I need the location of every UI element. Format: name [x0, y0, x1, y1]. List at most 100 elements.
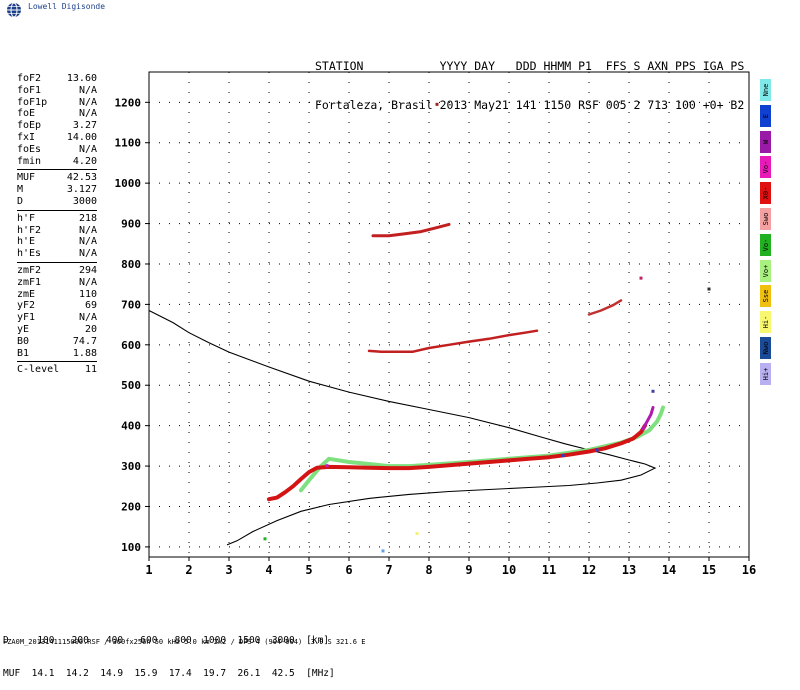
legend-label: Nne	[761, 83, 770, 97]
legend-label: Vo+	[761, 264, 770, 277]
param-value: N/A	[78, 108, 97, 120]
param-value: N/A	[78, 312, 97, 324]
legend-label: Hi-	[761, 315, 770, 329]
station-header: STATION YYYY DAY DDD HHMM P1 FFS S AXN P…	[315, 34, 744, 125]
plot-frame	[148, 71, 750, 558]
param-label: yE	[17, 323, 30, 335]
param-label: h'Es	[17, 248, 42, 260]
legend-swatch: W	[760, 130, 771, 153]
param-label: foEp	[17, 120, 42, 132]
y-tick-label: 600	[121, 339, 141, 352]
param-value: N/A	[78, 276, 97, 288]
legend-swatch: Vo+	[760, 259, 771, 282]
param-label: foE	[17, 108, 36, 120]
y-tick-label: 1000	[115, 177, 142, 190]
y-tick-label: 1200	[115, 96, 142, 109]
param-label: h'F	[17, 212, 36, 224]
echo-point	[435, 102, 439, 106]
param-value: N/A	[78, 96, 97, 108]
legend-swatch: Nne	[760, 79, 771, 101]
param-row: yE 20	[17, 324, 97, 336]
param-value: 14.00	[66, 131, 97, 143]
param-row: zmE 110	[17, 289, 97, 301]
param-label: D	[17, 195, 24, 207]
param-value: 11	[84, 364, 97, 376]
x-tick-label: 8	[425, 563, 432, 577]
legend-label: Hi+	[761, 367, 770, 381]
echo-point	[263, 537, 267, 541]
electron-density-profile	[148, 310, 657, 546]
x-tick-label: 10	[502, 563, 516, 577]
lowell-logo: Lowell Digisonde	[6, 2, 126, 24]
param-value: N/A	[78, 248, 97, 260]
echo-point	[651, 389, 655, 393]
x-tick-label: 9	[465, 563, 472, 577]
param-row: h'E N/A	[17, 236, 97, 248]
param-row: foEp 3.27	[17, 120, 97, 132]
logo-text: Lowell Digisonde	[28, 2, 106, 11]
param-value: N/A	[78, 224, 97, 236]
param-label: foF1p	[17, 96, 48, 108]
legend-swatch: Vo-	[760, 233, 771, 256]
param-value: 1.88	[72, 347, 97, 359]
x-tick-label: 2	[185, 563, 192, 577]
param-value: N/A	[78, 236, 97, 248]
y-tick-label: 1100	[115, 137, 142, 150]
legend-swatch: X0-	[760, 182, 771, 205]
file-info-footer: FZA0M_2013141115000.RSF / 300fx256h 50 k…	[3, 638, 366, 646]
legend-label: Swo	[761, 212, 770, 226]
multihop-echo-trace	[587, 299, 623, 316]
legend-swatch: Swo	[760, 207, 771, 230]
x-tick-label: 15	[702, 563, 716, 577]
globe-icon	[7, 2, 21, 18]
param-label: zmF2	[17, 264, 42, 276]
param-row: D 3000	[17, 196, 97, 208]
y-tick-label: 800	[121, 258, 141, 271]
param-row: h'F2 N/A	[17, 225, 97, 237]
param-row: B1 1.88	[17, 348, 97, 360]
param-row: MUF 42.53	[17, 172, 97, 184]
multihop-echo-trace	[367, 329, 539, 353]
o-mode-trace-cusp	[641, 406, 655, 431]
header-fields: STATION YYYY DAY DDD HHMM P1 FFS S AXN P…	[315, 59, 745, 73]
param-row: foEs N/A	[17, 144, 97, 156]
param-value: 3.127	[66, 184, 97, 196]
legend-label: Nwo	[761, 341, 770, 355]
legend-label: W	[761, 139, 770, 144]
echo-point	[325, 464, 329, 468]
param-row: zmF2 294	[17, 265, 97, 277]
param-divider	[17, 261, 97, 263]
x-tick-label: 6	[345, 563, 352, 577]
param-label: fxI	[17, 131, 36, 143]
param-label: foF2	[17, 73, 42, 84]
y-tick-label: 200	[121, 500, 141, 513]
echo-point	[561, 454, 565, 458]
param-row: foF1 N/A	[17, 85, 97, 97]
param-label: h'F2	[17, 224, 42, 236]
multihop-echo-trace	[371, 222, 451, 238]
param-label: zmF1	[17, 276, 42, 288]
param-value: 218	[78, 212, 97, 224]
echo-point	[381, 549, 385, 553]
x-tick-label: 16	[742, 563, 756, 577]
x-tick-label: 5	[305, 563, 312, 577]
param-label: fmin	[17, 155, 42, 167]
param-row: yF1 N/A	[17, 312, 97, 324]
ionogram-chart: 1 2 3 4 5 6 7 8 9 10 11 12 13 14 15 1610020030040050060…	[115, 71, 756, 577]
distance-row: D 100 200 400 600 800 1000 1500 3000 [km…	[3, 635, 330, 646]
legend-swatch: E	[760, 104, 771, 127]
param-row: zmF1 N/A	[17, 277, 97, 289]
y-tick-label: 900	[121, 218, 141, 231]
param-divider	[17, 209, 97, 211]
param-value: 3000	[72, 195, 97, 207]
echo-point	[707, 287, 711, 291]
y-tick-label: 300	[121, 460, 141, 473]
param-divider	[17, 361, 97, 363]
param-row: foE N/A	[17, 108, 97, 120]
x-tick-label: 3	[225, 563, 232, 577]
muf-row: MUF 14.1 14.2 14.9 15.9 17.4 19.7 26.1 4…	[3, 668, 335, 679]
param-row: yF2 69	[17, 300, 97, 312]
param-value: 13.60	[66, 73, 97, 84]
param-row: fmin 4.20	[17, 156, 97, 168]
param-label: yF2	[17, 300, 36, 312]
